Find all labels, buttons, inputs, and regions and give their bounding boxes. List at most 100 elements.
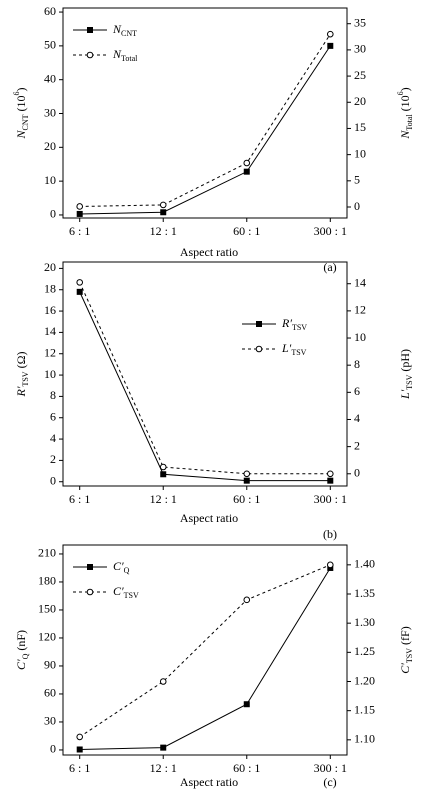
y-tick-label: 0 [50,742,56,756]
x-tick-label: 60 : 1 [233,761,260,775]
y-axis-label: R′TSV (Ω) [14,351,31,397]
x-tick-label: 6 : 1 [69,224,90,238]
y-tick-label: 30 [44,714,56,728]
plot-frame [62,261,348,487]
series-line [79,567,331,750]
y2-tick-label: 20 [354,94,366,108]
marker [76,279,84,286]
y2-tick-label: 1.35 [354,586,375,600]
text-part: ) [14,87,28,91]
text-part: ) [398,87,412,91]
marker [327,42,334,49]
y-tick-label: 12 [44,345,56,359]
y2-tick-label: 10 [354,146,366,160]
marker [76,733,84,741]
text-part: 6 [12,91,21,95]
text-part: R′ [14,386,28,397]
x-tick-label: 6 : 1 [69,761,90,775]
text-part: Q [124,566,130,575]
marker [326,30,334,38]
marker [326,470,334,478]
text-part: TSV [291,348,306,357]
y-tick-label: 0 [50,473,56,487]
plot-frame [62,544,348,756]
y2-tick-label: 0 [354,199,360,213]
text-part: (pH) [398,349,412,375]
y2-tick-label: 30 [354,42,366,56]
y2-tick-label: 15 [354,120,366,134]
y2-axis-label: C′TSV (fF) [398,626,415,673]
x-tick-label: 300 : 1 [314,492,347,506]
legend-marker [255,345,263,353]
text-part: CNT [121,29,137,38]
panel-label: (a) [323,260,336,274]
text-part: N [112,47,122,61]
y2-tick-label: 10 [354,330,366,344]
text-part: Q [21,653,30,659]
marker [159,678,167,685]
legend-marker [86,588,94,596]
x-tick-label: 60 : 1 [233,224,260,238]
y-axis-label: C′Q (nF) [14,630,31,670]
y2-tick-label: 2 [354,438,360,452]
y2-tick-label: 35 [354,15,366,29]
marker [160,209,167,216]
y-tick-label: 2 [50,452,56,466]
y-tick-label: 90 [44,658,56,672]
text-part: TSV [124,591,139,600]
plot-frame [62,7,348,219]
x-tick-label: 300 : 1 [314,224,347,238]
marker [243,701,250,708]
y2-tick-label: 25 [354,68,366,82]
legend-marker [86,51,94,59]
marker [243,168,250,175]
y-tick-label: 8 [50,388,56,402]
legend-label: C′TSV [113,584,139,601]
y2-tick-label: 12 [354,303,366,317]
y2-tick-label: 1.20 [354,673,375,687]
marker [243,159,251,167]
marker [159,201,167,209]
y-tick-label: 6 [50,409,56,423]
marker [243,477,250,484]
text-part: N [14,130,28,140]
legend-label: NTotal [112,47,138,64]
text-part: TSV [21,371,30,386]
text-part: R′ [281,316,292,330]
y-tick-label: 210 [38,546,56,560]
y-tick-label: 30 [44,105,56,119]
y2-tick-label: 6 [354,384,360,398]
text-part: (10 [398,95,412,114]
y-tick-label: 10 [44,367,56,381]
text-part: TSV [405,374,414,389]
marker [160,471,167,478]
legend-label: L′TSV [281,341,307,358]
x-tick-label: 12 : 1 [150,492,177,506]
y2-tick-label: 1.10 [354,732,375,746]
y-tick-label: 60 [44,686,56,700]
series-line [79,564,331,738]
text-part: C′ [113,559,124,573]
y-tick-label: 4 [50,431,56,445]
text-part: L′ [398,389,412,400]
text-part: (nF) [14,630,28,654]
text-part: (Ω) [14,351,28,371]
series-line [79,282,331,475]
series-line [79,45,331,215]
panel-label: (c) [323,775,336,789]
y2-axis-label: NTotal (106) [396,87,414,139]
x-axis-label: Aspect ratio [180,245,238,259]
y-tick-label: 40 [44,71,56,85]
y2-tick-label: 0 [354,466,360,480]
marker [76,210,83,217]
y-tick-label: 120 [38,630,56,644]
y2-tick-label: 1.40 [354,557,375,571]
marker [160,744,167,751]
y2-tick-label: 14 [354,275,366,289]
x-tick-label: 6 : 1 [69,492,90,506]
series-line [79,291,331,482]
y-tick-label: 150 [38,602,56,616]
legend-marker [256,321,262,327]
x-tick-label: 60 : 1 [233,492,260,506]
